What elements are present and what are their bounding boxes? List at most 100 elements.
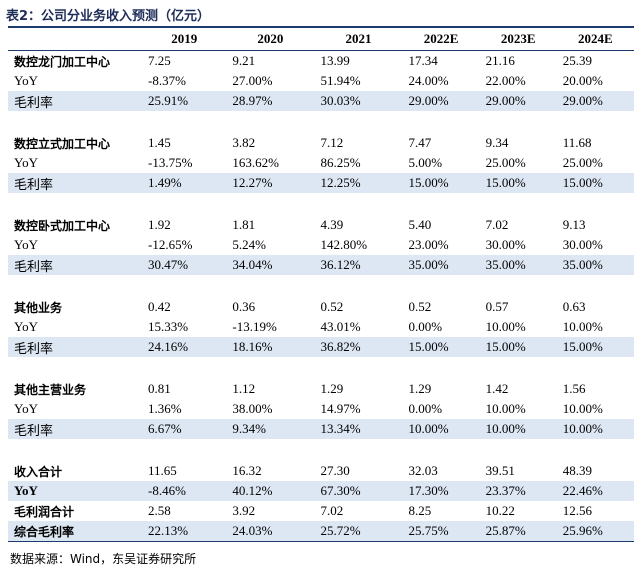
column-header: 2020 xyxy=(257,31,284,46)
cell-value: 30.00% xyxy=(485,237,526,252)
cell-value: -8.46% xyxy=(142,481,227,501)
row-label: 毛利率 xyxy=(8,337,142,357)
row-label: 毛利率 xyxy=(8,419,142,439)
row-label: YoY xyxy=(14,155,38,170)
cell-value: 1.81 xyxy=(232,217,256,232)
table-row: 数控龙门加工中心 7.25 9.21 13.99 17.34 21.16 25.39 xyxy=(8,51,634,72)
cell-value: 18.16% xyxy=(226,337,315,357)
cell-value: 27.00% xyxy=(232,73,273,88)
cell-value: 15.00% xyxy=(402,337,480,357)
table-row: 数控卧式加工中心 1.92 1.81 4.39 5.40 7.02 9.13 xyxy=(8,215,634,235)
cell-value: 0.57 xyxy=(485,299,509,314)
cell-value: 0.00% xyxy=(408,319,443,334)
table-row: 其他业务 0.42 0.36 0.52 0.52 0.57 0.63 xyxy=(8,297,634,317)
cell-value: 10.00% xyxy=(562,319,603,334)
cell-value: 10.00% xyxy=(402,419,480,439)
cell-value: 2.58 xyxy=(148,503,171,518)
cell-value: 8.25 xyxy=(408,503,432,518)
cell-value: 29.00% xyxy=(402,91,480,111)
row-label: 其他主营业务 xyxy=(14,382,87,397)
spacer-row xyxy=(8,439,634,461)
cell-value: 15.33% xyxy=(148,319,189,334)
cell-value: 10.00% xyxy=(479,419,557,439)
cell-value: 24.16% xyxy=(142,337,227,357)
cell-value: 15.00% xyxy=(479,173,557,193)
cell-value: 14.97% xyxy=(320,401,361,416)
cell-value: 86.25% xyxy=(320,155,361,170)
cell-value: 0.63 xyxy=(562,299,586,314)
cell-value: 15.00% xyxy=(556,337,634,357)
cell-value: 10.00% xyxy=(556,419,634,439)
row-label: 毛利率 xyxy=(8,91,142,111)
cell-value: 17.30% xyxy=(402,481,480,501)
cell-value: 28.97% xyxy=(226,91,315,111)
cell-value: 20.00% xyxy=(562,73,603,88)
cell-value: 5.24% xyxy=(232,237,266,252)
cell-value: 9.13 xyxy=(562,217,586,232)
cell-value: 16.32 xyxy=(232,463,262,478)
cell-value: 36.82% xyxy=(314,337,403,357)
cell-value: 22.13% xyxy=(142,521,227,542)
cell-value: 1.29 xyxy=(408,381,432,396)
cell-value: 10.00% xyxy=(562,401,603,416)
cell-value: 10.00% xyxy=(485,401,526,416)
cell-value: -12.65% xyxy=(148,237,193,252)
row-label: 毛利率 xyxy=(8,255,142,275)
cell-value: 34.04% xyxy=(226,255,315,275)
cell-value: 1.45 xyxy=(148,135,171,150)
column-header: 2024E xyxy=(578,31,613,46)
cell-value: 38.00% xyxy=(232,401,273,416)
table-row: YoY -13.75% 163.62% 86.25% 5.00% 25.00% 25.00% xyxy=(8,153,634,173)
cell-value: 25.91% xyxy=(142,91,227,111)
spacer-cell xyxy=(8,357,634,379)
table-row: YoY -8.37% 27.00% 51.94% 24.00% 22.00% 20.00% xyxy=(8,71,634,91)
table-row: 数控立式加工中心 1.45 3.82 7.12 7.47 9.34 11.68 xyxy=(8,133,634,153)
cell-value: 15.00% xyxy=(556,173,634,193)
cell-value: 23.37% xyxy=(479,481,557,501)
table-row: 毛利率 1.49% 12.27% 12.25% 15.00% 15.00% 15.00% xyxy=(8,173,634,193)
row-label: 毛利率 xyxy=(8,173,142,193)
cell-value: 25.39 xyxy=(562,53,593,68)
spacer-cell xyxy=(8,111,634,133)
cell-value: 0.81 xyxy=(148,381,171,396)
cell-value: 32.03 xyxy=(408,463,438,478)
table-row: YoY -8.46% 40.12% 67.30% 17.30% 23.37% 22.46% xyxy=(8,481,634,501)
row-label: YoY xyxy=(14,401,38,416)
row-label: 数控卧式加工中心 xyxy=(14,218,111,233)
cell-value: 25.72% xyxy=(314,521,403,542)
table-row: 毛利率 25.91% 28.97% 30.03% 29.00% 29.00% 29.00% xyxy=(8,91,634,111)
row-label: YoY xyxy=(14,73,38,88)
cell-value: 12.27% xyxy=(226,173,315,193)
cell-value: 3.82 xyxy=(232,135,256,150)
column-header: 2022E xyxy=(423,31,459,46)
column-header: 2019 xyxy=(171,31,198,46)
row-label: 综合毛利率 xyxy=(8,521,142,542)
cell-value: 3.92 xyxy=(232,503,256,518)
cell-value: 7.12 xyxy=(320,135,344,150)
cell-value: 35.00% xyxy=(479,255,557,275)
row-label: YoY xyxy=(8,481,142,501)
cell-value: 0.42 xyxy=(148,299,171,314)
cell-value: 12.25% xyxy=(314,173,403,193)
table-row: 毛利润合计 2.58 3.92 7.02 8.25 10.22 12.56 xyxy=(8,501,634,521)
cell-value: 51.94% xyxy=(320,73,361,88)
cell-value: 36.12% xyxy=(314,255,403,275)
cell-value: 25.00% xyxy=(562,155,603,170)
column-header: 2021 xyxy=(345,31,372,46)
row-label: YoY xyxy=(14,319,38,334)
source-note: 数据来源：Wind，东吴证券研究所 xyxy=(10,552,197,566)
table-row: YoY 1.36% 38.00% 14.97% 0.00% 10.00% 10.00% xyxy=(8,399,634,419)
row-label: 数控立式加工中心 xyxy=(14,136,111,151)
table-row: 毛利率 6.67% 9.34% 13.34% 10.00% 10.00% 10.00% xyxy=(8,419,634,439)
row-label: 数控龙门加工中心 xyxy=(14,54,111,69)
cell-value: 27.30 xyxy=(320,463,350,478)
cell-value: 24.00% xyxy=(408,73,449,88)
cell-value: 25.00% xyxy=(485,155,526,170)
cell-value: 10.00% xyxy=(485,319,526,334)
cell-value: 1.92 xyxy=(148,217,171,232)
cell-value: 0.52 xyxy=(408,299,432,314)
cell-value: -13.19% xyxy=(232,319,277,334)
cell-value: 142.80% xyxy=(320,237,368,252)
cell-value: 6.67% xyxy=(142,419,227,439)
